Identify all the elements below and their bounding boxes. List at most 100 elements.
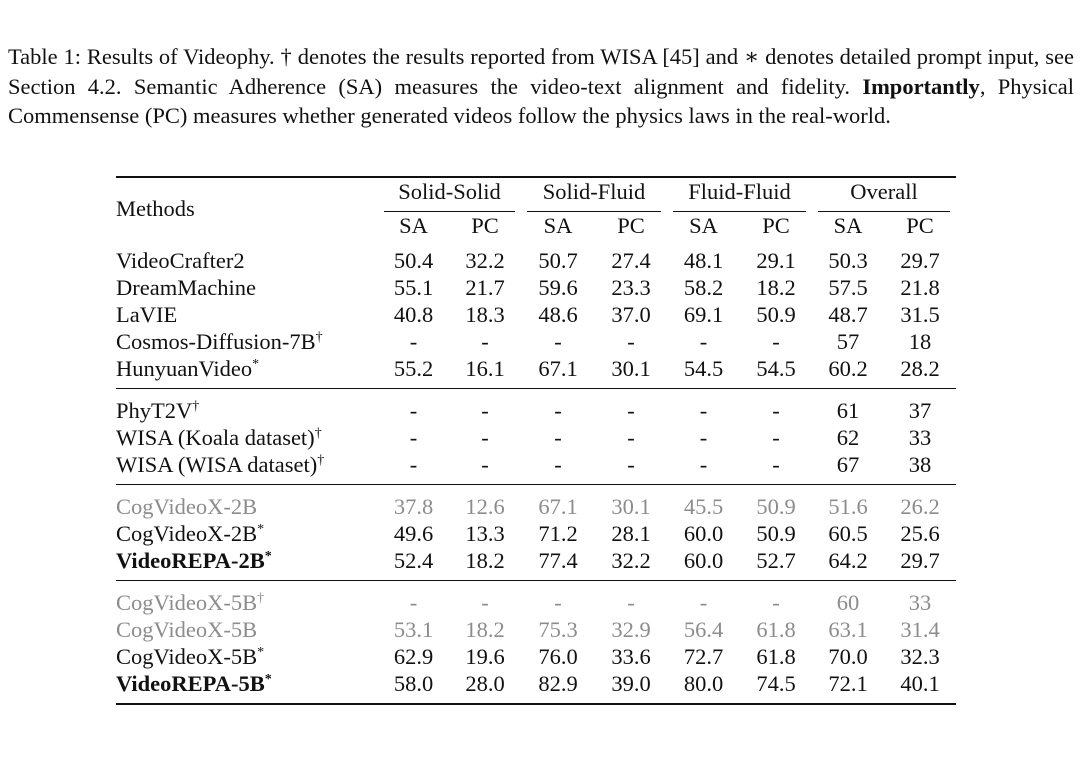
method-footnote-mark: †: [315, 330, 323, 345]
sub-header: SA: [833, 213, 863, 238]
value-cell: 56.4: [683, 617, 724, 642]
group-header: Overall: [812, 177, 956, 212]
caption-emphasis: Importantly: [862, 73, 980, 99]
method-footnote-mark: †: [314, 426, 322, 441]
value-cell: 23.3: [611, 275, 651, 300]
value-cell: 62.9: [393, 644, 434, 669]
value-cell: 29.1: [756, 248, 796, 273]
table-row: Cosmos-Diffusion-7B† - - - - - - 57 18: [116, 328, 956, 355]
value-cell: 61.8: [756, 644, 796, 669]
table-row: CogVideoX-2B* 49.6 13.3 71.2 28.1 60.0 50.9 60.…: [116, 520, 956, 547]
method-name: CogVideoX-2B: [116, 494, 258, 519]
value-cell: 50.9: [740, 484, 812, 520]
value-cell: 31.4: [900, 617, 940, 642]
value-cell: -: [595, 580, 667, 616]
value-cell: 37: [884, 388, 956, 424]
value-cell: 37.8: [378, 484, 449, 520]
method-name-cell: CogVideoX-5B*: [116, 643, 378, 670]
method-name: WISA (Koala dataset): [116, 425, 315, 450]
table-row: CogVideoX-5B† - - - - - -60 33: [116, 580, 956, 616]
value-cell: -: [449, 580, 521, 616]
caption-text-end: , Physical Commensense (PC) measures whe…: [8, 73, 1074, 129]
sub-header: SA: [399, 213, 428, 238]
group-header-label: Overall: [817, 178, 951, 212]
value-cell: 50.4: [393, 248, 434, 273]
method-name: CogVideoX-5B: [116, 590, 258, 615]
value-cell: 75.3: [538, 617, 578, 642]
method-name: VideoCrafter2: [116, 248, 245, 273]
value-cell: 28.2: [900, 356, 940, 381]
value-cell: 18.2: [756, 275, 796, 300]
value-cell: 40.1: [900, 671, 940, 696]
value-cell: 33: [884, 580, 956, 616]
value-cell: 58.2: [683, 275, 724, 300]
value-cell: 21.8: [900, 275, 940, 300]
table-row: VideoREPA-5B* 58.0 28.0 82.9 39.0 80.0 74.5 72.…: [116, 670, 956, 704]
value-cell: 29.7: [900, 248, 940, 273]
value-cell: 77.4: [538, 548, 578, 573]
value-cell: 52.4: [393, 548, 434, 573]
method-name-cell: DreamMachine: [116, 274, 378, 301]
table-row: HunyuanVideo* 55.2 16.1 67.1 30.1 54.5 54.5 60.…: [116, 355, 956, 389]
method-footnote-mark: *: [264, 549, 272, 564]
value-cell: -: [667, 580, 740, 616]
table-body: VideoCrafter2 50.4 32.2 50.7 27.4 48.1 29.1 50.…: [116, 239, 956, 704]
value-cell: -: [554, 329, 562, 354]
value-cell: 25.6: [900, 521, 940, 546]
value-cell: 16.1: [465, 356, 505, 381]
value-cell: -: [378, 388, 449, 424]
table-row: CogVideoX-2B 37.8 12.6 67.1 30.1 45.5 50.9 51.6…: [116, 484, 956, 520]
method-footnote-mark: *: [264, 672, 272, 687]
value-cell: -: [409, 452, 418, 477]
value-cell: -: [772, 329, 780, 354]
value-cell: 27.4: [611, 248, 651, 273]
method-footnote-mark: †: [317, 453, 325, 468]
value-cell: 51.6: [812, 484, 884, 520]
value-cell: 40.8: [393, 302, 434, 327]
value-cell: -: [409, 425, 418, 450]
group-header: Solid-Solid: [378, 177, 521, 212]
value-cell: 45.5: [667, 484, 740, 520]
method-name-cell: WISA (Koala dataset)†: [116, 424, 378, 451]
value-cell: 55.1: [393, 275, 434, 300]
value-cell: 67.1: [538, 356, 578, 381]
method-name-cell: VideoREPA-2B*: [116, 547, 378, 581]
group-header: Solid-Fluid: [521, 177, 667, 212]
table-row: WISA (Koala dataset)† - - - - - - 62 33: [116, 424, 956, 451]
value-cell: 18.2: [465, 548, 505, 573]
value-cell: -: [378, 580, 449, 616]
method-name-cell: Cosmos-Diffusion-7B†: [116, 328, 378, 355]
value-cell: 57.5: [828, 275, 868, 300]
method-name-cell: VideoREPA-5B*: [116, 670, 378, 704]
value-cell: 29.7: [900, 548, 940, 573]
value-cell: 18.3: [465, 302, 505, 327]
value-cell: 26.2: [884, 484, 956, 520]
value-cell: -: [595, 388, 667, 424]
method-footnote-mark: *: [252, 357, 260, 372]
table-caption: Table 1: Results of Videophy. † denotes …: [8, 42, 1074, 131]
value-cell: 72.1: [828, 671, 868, 696]
value-cell: 38: [908, 452, 932, 477]
value-cell: 70.0: [828, 644, 868, 669]
method-name-cell: CogVideoX-2B*: [116, 520, 378, 547]
value-cell: 32.2: [611, 548, 651, 573]
method-name: LaVIE: [116, 302, 178, 327]
methods-header: Methods: [116, 196, 195, 221]
value-cell: 61: [812, 388, 884, 424]
method-name: Cosmos-Diffusion-7B: [116, 329, 316, 354]
value-cell: 74.5: [756, 671, 796, 696]
value-cell: -: [521, 388, 595, 424]
value-cell: 28.0: [465, 671, 505, 696]
sub-header: PC: [617, 213, 645, 238]
method-name-cell: WISA (WISA dataset)†: [116, 451, 378, 485]
value-cell: -: [740, 580, 812, 616]
value-cell: -: [699, 425, 708, 450]
table-row: VideoREPA-2B* 52.4 18.2 77.4 32.2 60.0 52.7 64.…: [116, 547, 956, 581]
value-cell: 18: [908, 329, 932, 354]
value-cell: 69.1: [683, 302, 724, 327]
value-cell: 60.5: [828, 521, 868, 546]
method-name: PhyT2V: [116, 398, 193, 423]
method-name: HunyuanVideo: [116, 356, 253, 381]
value-cell: 13.3: [465, 521, 505, 546]
method-name: CogVideoX-5B: [116, 644, 258, 669]
